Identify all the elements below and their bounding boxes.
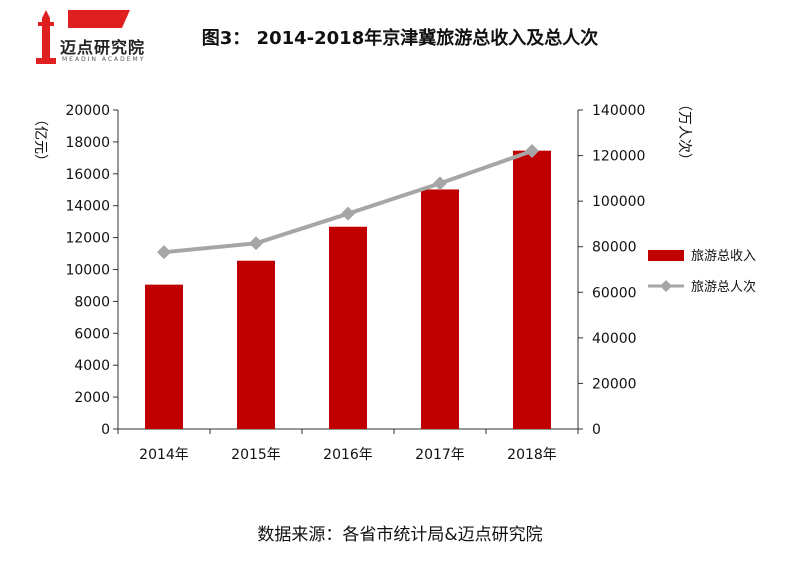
line-point <box>525 144 539 159</box>
y-tick-label-left: 12000 <box>65 231 110 247</box>
logo-text: 迈点研究院 <box>60 38 146 57</box>
bar <box>421 189 459 429</box>
bar <box>237 260 275 429</box>
y-tick-label-right: 60000 <box>592 285 637 301</box>
x-tick-label: 2015年 <box>231 447 281 463</box>
x-tick-label: 2016年 <box>323 447 373 463</box>
y-tick-label-right: 20000 <box>592 376 637 392</box>
line-point <box>157 245 171 260</box>
logo-subtitle: MEADIN ACADEMY <box>62 56 146 63</box>
y-tick-label-left: 4000 <box>74 358 110 374</box>
y-tick-label-left: 14000 <box>65 199 110 215</box>
legend-swatch-bar <box>648 250 684 261</box>
y-axis-title-right: （万人次） <box>676 97 692 167</box>
x-tick-label: 2017年 <box>415 447 465 463</box>
y-tick-label-left: 20000 <box>65 103 110 119</box>
y-tick-label-left: 0 <box>101 422 110 438</box>
y-tick-label-left: 2000 <box>74 390 110 406</box>
y-tick-label-right: 120000 <box>592 149 645 165</box>
legend-marker-line <box>660 280 672 292</box>
legend-label-bar: 旅游总收入 <box>691 249 756 264</box>
data-source: 数据来源：各省市统计局&迈点研究院 <box>257 525 543 545</box>
bar <box>513 150 551 430</box>
y-tick-label-left: 16000 <box>65 167 110 183</box>
bar <box>329 226 367 429</box>
y-tick-label-right: 140000 <box>592 103 645 119</box>
y-tick-label-right: 100000 <box>592 194 645 210</box>
y-tick-label-right: 0 <box>592 422 601 438</box>
x-tick-label: 2014年 <box>139 447 189 463</box>
y-tick-label-right: 40000 <box>592 331 637 347</box>
y-axis-title-left: （亿元） <box>32 112 48 168</box>
line-point <box>341 206 355 221</box>
line-point <box>249 236 263 251</box>
y-tick-label-left: 6000 <box>74 326 110 342</box>
logo-icon <box>36 10 130 64</box>
chart-title: 图3： 2014-2018年京津冀旅游总收入及总人次 <box>201 28 599 49</box>
x-tick-label: 2018年 <box>507 447 557 463</box>
legend-label-line: 旅游总人次 <box>691 279 756 295</box>
y-tick-label-left: 10000 <box>65 263 110 279</box>
y-tick-label-right: 80000 <box>592 240 637 256</box>
line-point <box>433 176 447 191</box>
y-tick-label-left: 8000 <box>74 294 110 310</box>
y-tick-label-left: 18000 <box>65 135 110 151</box>
bar <box>145 284 183 429</box>
